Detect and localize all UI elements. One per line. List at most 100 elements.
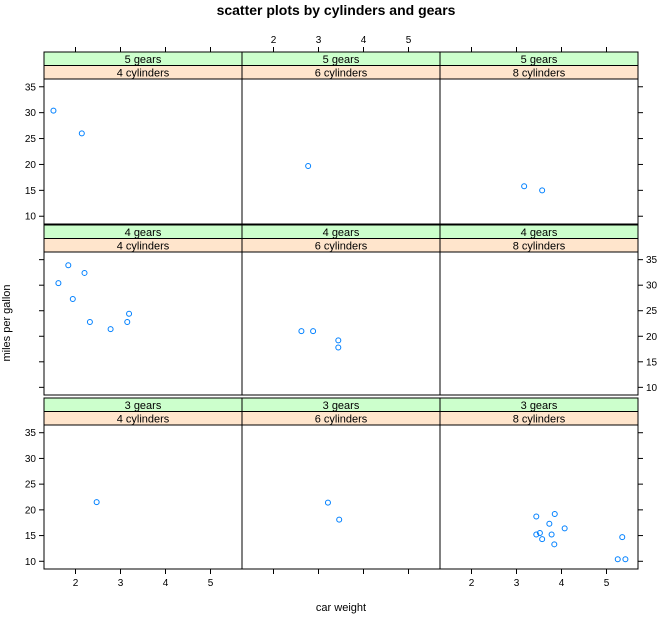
data-point bbox=[55, 280, 62, 287]
y-tick-label: 15 bbox=[646, 357, 658, 368]
y-tick-label: 10 bbox=[25, 557, 37, 568]
panel: 3 gears 4 cylinders bbox=[43, 397, 243, 570]
data-point bbox=[614, 556, 621, 563]
strip-cylinders-label: 6 cylinders bbox=[315, 414, 368, 426]
y-tick-label: 30 bbox=[25, 108, 37, 119]
panel: 5 gears 8 cylinders bbox=[439, 51, 639, 225]
panel-frame bbox=[439, 424, 639, 570]
y-tick-label: 15 bbox=[25, 186, 37, 197]
data-point bbox=[298, 328, 305, 335]
strip-gears-label: 4 gears bbox=[125, 227, 162, 239]
data-point bbox=[539, 187, 546, 194]
y-axis-label: miles per gallon bbox=[1, 284, 13, 361]
panel-frame bbox=[439, 78, 639, 225]
x-tick-label: 4 bbox=[163, 578, 169, 589]
x-tick-label: 4 bbox=[559, 578, 565, 589]
data-point bbox=[561, 525, 568, 532]
strip-gears-label: 5 gears bbox=[125, 54, 162, 66]
panel-frame bbox=[241, 78, 441, 225]
y-tick-label: 35 bbox=[646, 255, 658, 266]
data-point bbox=[619, 534, 626, 541]
strip-cylinders-label: 6 cylinders bbox=[315, 68, 368, 80]
panel: 5 gears 4 cylinders bbox=[43, 51, 243, 225]
panel: 4 gears 6 cylinders bbox=[241, 224, 441, 396]
data-point bbox=[536, 530, 543, 536]
strip-cylinders-label: 4 cylinders bbox=[117, 68, 170, 80]
strip-gears-label: 4 gears bbox=[323, 227, 360, 239]
strip-gears-label: 3 gears bbox=[323, 400, 360, 412]
x-tick-label: 2 bbox=[271, 35, 277, 46]
data-point bbox=[86, 318, 93, 325]
y-tick-label: 30 bbox=[646, 281, 658, 292]
y-tick-label: 35 bbox=[25, 428, 37, 439]
x-tick-label: 3 bbox=[118, 578, 124, 589]
strip-gears-label: 3 gears bbox=[521, 400, 558, 412]
y-tick-label: 20 bbox=[25, 505, 37, 516]
panel-frame bbox=[241, 251, 441, 396]
panel-frame bbox=[43, 251, 243, 396]
data-point bbox=[335, 337, 342, 344]
data-point bbox=[93, 499, 100, 506]
x-tick-label: 2 bbox=[73, 578, 79, 589]
data-point bbox=[551, 510, 558, 517]
data-point bbox=[521, 183, 528, 190]
panel-frame bbox=[439, 251, 639, 396]
x-tick-label: 4 bbox=[361, 35, 367, 46]
y-tick-label: 20 bbox=[646, 332, 658, 343]
data-point bbox=[50, 107, 57, 114]
y-tick-label: 25 bbox=[646, 306, 658, 317]
panel: 3 gears 8 cylinders bbox=[439, 397, 639, 570]
strip-cylinders-label: 4 cylinders bbox=[117, 241, 170, 253]
strip-cylinders-label: 8 cylinders bbox=[513, 241, 566, 253]
x-tick-label: 5 bbox=[406, 35, 412, 46]
y-tick-label: 10 bbox=[25, 212, 37, 223]
panel: 4 gears 8 cylinders bbox=[439, 224, 639, 396]
y-tick-label: 10 bbox=[646, 383, 658, 394]
panel: 5 gears 6 cylinders bbox=[241, 51, 441, 225]
data-point bbox=[335, 344, 342, 351]
panel-frame bbox=[43, 78, 243, 225]
data-point bbox=[548, 531, 555, 538]
data-point bbox=[81, 269, 88, 276]
data-point bbox=[305, 163, 312, 169]
strip-cylinders-label: 4 cylinders bbox=[117, 414, 170, 426]
x-tick-label: 5 bbox=[208, 578, 214, 589]
x-tick-label: 2 bbox=[469, 578, 475, 589]
data-point bbox=[533, 513, 540, 520]
data-point bbox=[551, 541, 558, 548]
data-point bbox=[78, 130, 85, 137]
x-tick-label: 3 bbox=[316, 35, 322, 46]
y-tick-label: 20 bbox=[25, 160, 37, 171]
panel: 4 gears 4 cylinders bbox=[43, 224, 243, 396]
y-tick-label: 30 bbox=[25, 454, 37, 465]
data-point bbox=[310, 328, 317, 335]
data-point bbox=[126, 310, 133, 317]
data-point bbox=[124, 318, 131, 325]
strip-gears-label: 5 gears bbox=[521, 54, 558, 66]
chart-title: scatter plots by cylinders and gears bbox=[217, 2, 456, 18]
data-point bbox=[65, 262, 72, 269]
strip-gears-label: 4 gears bbox=[521, 227, 558, 239]
data-point bbox=[546, 520, 553, 527]
data-point bbox=[336, 516, 343, 523]
panel: 3 gears 6 cylinders bbox=[241, 397, 441, 570]
y-tick-label: 35 bbox=[25, 82, 37, 93]
data-point bbox=[69, 295, 76, 302]
strip-cylinders-label: 6 cylinders bbox=[315, 241, 368, 253]
x-tick-label: 5 bbox=[604, 578, 610, 589]
y-tick-label: 15 bbox=[25, 531, 37, 542]
data-point bbox=[533, 531, 540, 538]
data-point bbox=[622, 556, 629, 563]
data-point bbox=[324, 499, 331, 506]
x-tick-label: 3 bbox=[514, 578, 520, 589]
strip-gears-label: 3 gears bbox=[125, 400, 162, 412]
strip-cylinders-label: 8 cylinders bbox=[513, 414, 566, 426]
x-axis-label: car weight bbox=[316, 602, 366, 614]
panel-frame bbox=[241, 424, 441, 570]
strip-gears-label: 5 gears bbox=[323, 54, 360, 66]
y-tick-label: 25 bbox=[25, 480, 37, 491]
data-point bbox=[539, 536, 546, 543]
